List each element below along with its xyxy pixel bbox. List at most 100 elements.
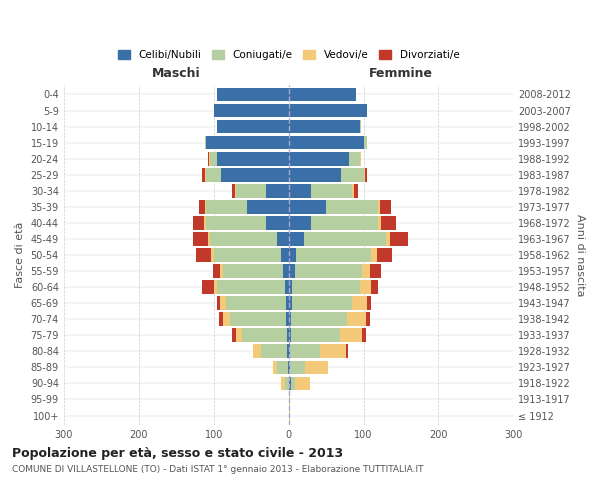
Text: Popolazione per età, sesso e stato civile - 2013: Popolazione per età, sesso e stato civil…: [12, 448, 343, 460]
Bar: [211, 248, 214, 262]
Bar: [236, 184, 266, 198]
Bar: [362, 328, 366, 342]
Bar: [289, 248, 296, 262]
Bar: [208, 152, 209, 166]
Bar: [304, 232, 386, 246]
Bar: [266, 216, 289, 230]
Bar: [206, 168, 221, 181]
Bar: [320, 344, 346, 358]
Bar: [247, 200, 289, 213]
Bar: [232, 184, 235, 198]
Bar: [214, 248, 281, 262]
Bar: [289, 104, 367, 118]
Bar: [205, 136, 206, 149]
Text: Maschi: Maschi: [152, 67, 200, 80]
Bar: [352, 184, 354, 198]
Bar: [381, 216, 396, 230]
Bar: [214, 280, 217, 294]
Bar: [379, 216, 381, 230]
Bar: [288, 360, 289, 374]
Bar: [370, 264, 381, 278]
Bar: [354, 184, 358, 198]
Bar: [287, 328, 289, 342]
Bar: [196, 248, 211, 262]
Legend: Celibi/Nubili, Coniugati/e, Vedovi/e, Divorziati/e: Celibi/Nubili, Coniugati/e, Vedovi/e, Di…: [113, 46, 464, 64]
Bar: [346, 344, 348, 358]
Bar: [202, 280, 214, 294]
Bar: [223, 312, 230, 326]
Bar: [390, 232, 409, 246]
Bar: [289, 120, 360, 134]
Bar: [226, 296, 286, 310]
Bar: [367, 296, 371, 310]
Bar: [349, 152, 360, 166]
Bar: [289, 152, 349, 166]
Bar: [380, 200, 391, 213]
Bar: [232, 328, 236, 342]
Bar: [217, 296, 220, 310]
Bar: [205, 200, 206, 213]
Bar: [220, 296, 226, 310]
Bar: [371, 280, 379, 294]
Bar: [230, 312, 286, 326]
Bar: [202, 168, 205, 181]
Bar: [273, 360, 277, 374]
Bar: [266, 184, 289, 198]
Bar: [311, 216, 379, 230]
Bar: [379, 200, 380, 213]
Bar: [206, 136, 289, 149]
Bar: [289, 360, 290, 374]
Bar: [292, 296, 352, 310]
Bar: [206, 200, 247, 213]
Bar: [289, 344, 290, 358]
Bar: [219, 312, 223, 326]
Bar: [289, 88, 356, 102]
Bar: [205, 168, 206, 181]
Bar: [289, 280, 292, 294]
Bar: [386, 232, 390, 246]
Bar: [366, 312, 370, 326]
Bar: [210, 232, 277, 246]
Bar: [204, 216, 206, 230]
Bar: [291, 328, 340, 342]
Bar: [305, 360, 328, 374]
Bar: [311, 184, 352, 198]
Bar: [289, 392, 290, 406]
Bar: [289, 168, 341, 181]
Bar: [289, 216, 311, 230]
Bar: [340, 328, 362, 342]
Bar: [289, 184, 311, 198]
Bar: [364, 136, 367, 149]
Bar: [217, 120, 289, 134]
Bar: [289, 200, 326, 213]
Bar: [352, 296, 367, 310]
Bar: [213, 264, 220, 278]
Bar: [210, 152, 217, 166]
Bar: [253, 344, 261, 358]
Bar: [289, 376, 291, 390]
Bar: [377, 248, 392, 262]
Bar: [281, 376, 285, 390]
Bar: [365, 168, 367, 181]
Bar: [289, 312, 291, 326]
Bar: [277, 232, 289, 246]
Bar: [217, 88, 289, 102]
Bar: [221, 168, 289, 181]
Text: Femmine: Femmine: [369, 67, 433, 80]
Bar: [214, 104, 289, 118]
Bar: [223, 264, 283, 278]
Bar: [289, 408, 290, 422]
Y-axis label: Fasce di età: Fasce di età: [15, 222, 25, 288]
Bar: [286, 296, 289, 310]
Bar: [295, 376, 310, 390]
Bar: [364, 168, 365, 181]
Bar: [277, 360, 288, 374]
Bar: [291, 312, 347, 326]
Bar: [193, 232, 208, 246]
Bar: [209, 152, 210, 166]
Bar: [289, 136, 364, 149]
Bar: [296, 248, 371, 262]
Bar: [360, 120, 361, 134]
Bar: [199, 200, 205, 213]
Bar: [206, 216, 266, 230]
